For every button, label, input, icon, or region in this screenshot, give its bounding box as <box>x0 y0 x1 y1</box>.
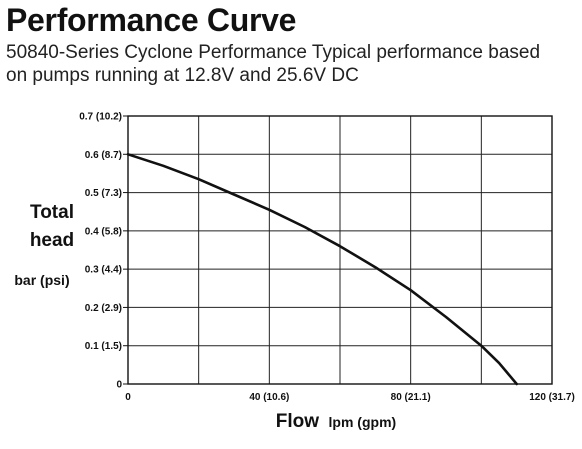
series-group <box>126 153 518 386</box>
x-tick-label: 40 (10.6) <box>249 392 289 403</box>
plot-frame <box>127 115 553 385</box>
y-tick-label: 0.7 (10.2) <box>79 112 122 123</box>
x-tick-label: 80 (21.1) <box>391 392 431 403</box>
y-tick-label: 0.4 (5.8) <box>85 226 122 237</box>
grid-lines <box>127 115 553 385</box>
y-tick-label: 0 <box>116 380 122 391</box>
y-tick-label: 0.3 (4.4) <box>85 265 122 276</box>
x-tick-label: 0 <box>125 392 131 403</box>
y-axis-label-line2: head <box>30 230 74 251</box>
x-axis-label: Flow lpm (gpm) <box>276 411 396 432</box>
x-tick-labels: 0 40 (10.6) 80 (21.1) 120 (31.7) <box>125 392 575 403</box>
page-title: Performance Curve <box>6 2 297 38</box>
performance-curve-line <box>126 153 518 386</box>
x-axis-label-unit: lpm (gpm) <box>329 414 397 430</box>
chart-subtitle: 50840-Series Cyclone Performance Typical… <box>6 42 541 86</box>
y-tick-label: 0.5 (7.3) <box>85 188 122 199</box>
y-tick-labels: 0 0.1 (1.5) 0.2 (2.9) 0.3 (4.4) 0.4 (5.8) 0.5… <box>79 112 128 391</box>
x-tick-label: 120 (31.7) <box>529 392 575 403</box>
y-tick-label: 0.6 (8.7) <box>85 150 122 161</box>
y-tick-label: 0.2 (2.9) <box>85 303 122 314</box>
plot-border <box>127 115 553 385</box>
y-axis-unit: bar (psi) <box>14 272 69 288</box>
x-axis-label-main: Flow <box>276 411 319 432</box>
y-axis-label-line1: Total <box>30 202 74 223</box>
y-tick-label: 0.1 (1.5) <box>85 341 122 352</box>
